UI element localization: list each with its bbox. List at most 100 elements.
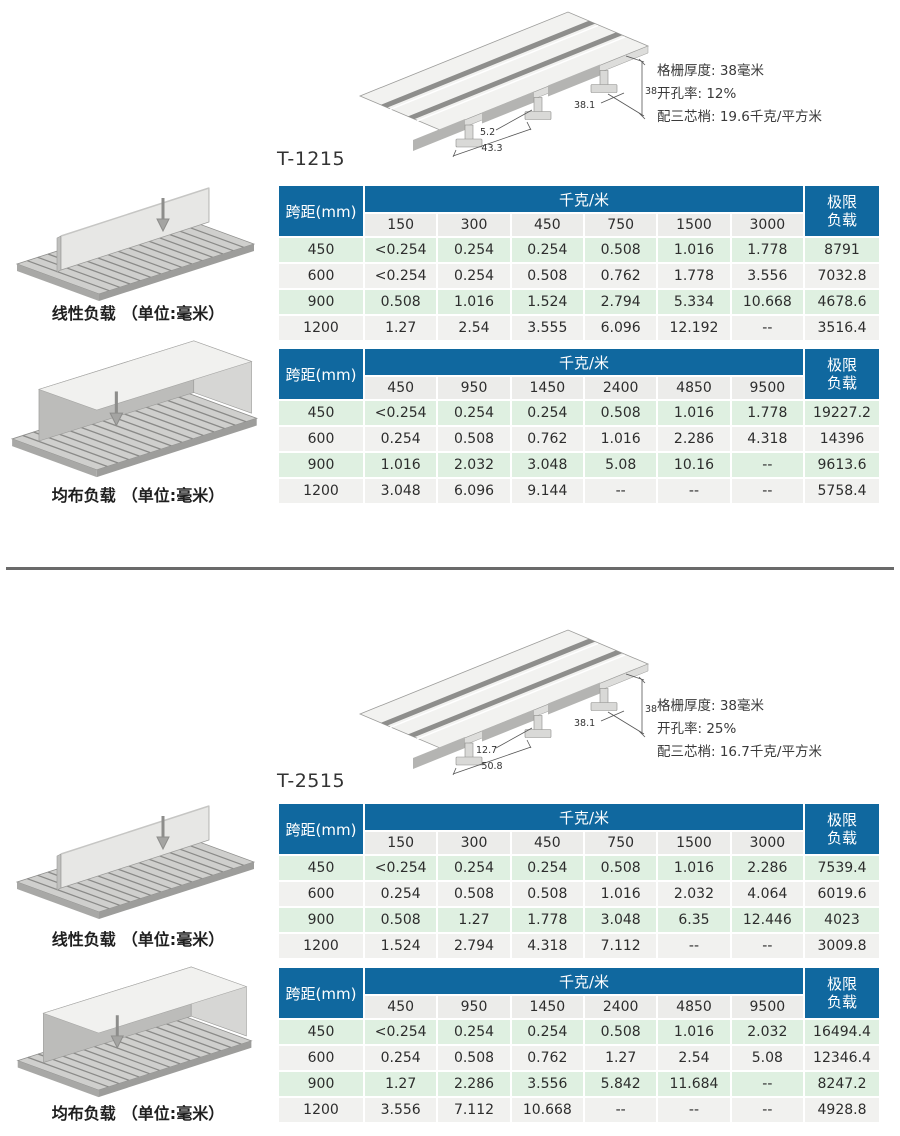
- span-cell: 900: [279, 908, 363, 932]
- table-row: 1200 1.27 2.54 3.555 6.096 12.192 -- 3516.4: [279, 316, 879, 340]
- load-column-header: 2400: [584, 377, 657, 399]
- dim-rib-pitch: 38.1: [574, 100, 595, 111]
- linear-load-illustration: [12, 186, 264, 308]
- load-cell: 1.016: [584, 427, 657, 451]
- span-cell: 450: [279, 856, 363, 880]
- profile-drawing: 5.2 43.3 38.1 38: [356, 4, 661, 166]
- limit-cell: 7539.4: [805, 856, 879, 880]
- linear-load-table: 跨距(mm) 千克/米 极限 负载 150 300 450 750 1500 3000 450 <0.…: [277, 802, 881, 960]
- load-cell: 0.254: [438, 238, 510, 262]
- load-cell: 5.334: [658, 290, 730, 314]
- load-cell: 3.555: [511, 316, 583, 340]
- load-column-header: 950: [438, 377, 510, 399]
- load-cell: 1.016: [658, 856, 730, 880]
- load-column-header: 300: [438, 832, 510, 854]
- limit-cell: 12346.4: [805, 1046, 879, 1070]
- load-cell: 1.27: [584, 1046, 657, 1070]
- uniform-load-label: 均布负载 （单位:毫米）: [2, 482, 274, 506]
- load-cell: <0.254: [365, 856, 437, 880]
- profile-drawing-svg: 12.7 50.8 38.1 38: [359, 629, 657, 776]
- load-cell: --: [731, 479, 803, 503]
- load-cell: 3.048: [584, 908, 657, 932]
- span-cell: 900: [279, 1072, 363, 1096]
- load-cell: 0.254: [438, 1020, 510, 1044]
- uniform-load-svg: [11, 340, 258, 478]
- uniform-load-svg: [17, 966, 253, 1098]
- table-row: 900 0.508 1.016 1.524 2.794 5.334 10.668 4678.6: [279, 290, 879, 314]
- profile-drawing-svg: 5.2 43.3 38.1 38: [359, 11, 657, 158]
- uniform-load-table: 跨距(mm) 千克/米 极限 负载 450 950 1450 2400 4850 9500 450 <…: [277, 347, 881, 505]
- spec-list: 格栅厚度: 38毫米 开孔率: 12% 配三芯梢: 19.6千克/平方米: [657, 60, 822, 129]
- load-cell: 0.508: [438, 1046, 510, 1070]
- load-cell: --: [731, 1072, 803, 1096]
- span-cell: 450: [279, 238, 363, 262]
- load-cell: 4.064: [731, 882, 803, 906]
- load-cell: 0.254: [511, 856, 583, 880]
- load-cell: 0.254: [365, 1046, 437, 1070]
- load-cell: 0.254: [511, 401, 583, 425]
- load-cell: 1.27: [438, 908, 510, 932]
- load-cell: 6.096: [584, 316, 657, 340]
- load-column-header: 300: [438, 214, 510, 236]
- load-column-header: 950: [438, 996, 510, 1018]
- load-cell: 10.668: [511, 1098, 583, 1122]
- limit-load-header: 极限 负载: [805, 968, 879, 1018]
- limit-cell: 6019.6: [805, 882, 879, 906]
- load-cell: 0.508: [365, 290, 437, 314]
- load-cell: --: [731, 934, 803, 958]
- table-row: 900 1.27 2.286 3.556 5.842 11.684 -- 8247.2: [279, 1072, 879, 1096]
- load-cell: --: [658, 479, 730, 503]
- spec-thickness: 格栅厚度: 38毫米: [657, 63, 765, 79]
- load-cell: 2.54: [438, 316, 510, 340]
- span-cell: 600: [279, 1046, 363, 1070]
- load-cell: 6.35: [658, 908, 730, 932]
- table-row: 1200 3.556 7.112 10.668 -- -- -- 4928.8: [279, 1098, 879, 1122]
- span-cell: 450: [279, 1020, 363, 1044]
- load-cell: --: [658, 934, 730, 958]
- span-cell: 600: [279, 882, 363, 906]
- label-unit: （单位:毫米）: [121, 930, 225, 949]
- load-cell: 1.016: [365, 453, 437, 477]
- load-cell: 2.286: [438, 1072, 510, 1096]
- load-cell: 3.048: [511, 453, 583, 477]
- load-cell: 0.254: [438, 856, 510, 880]
- load-column-header: 1500: [658, 214, 730, 236]
- load-cell: 0.508: [584, 401, 657, 425]
- spec-thickness: 格栅厚度: 38毫米: [657, 698, 765, 714]
- load-column-header: 3000: [731, 214, 803, 236]
- load-cell: 2.032: [658, 882, 730, 906]
- load-cell: 2.794: [438, 934, 510, 958]
- uniform-load-label: 均布负载 （单位:毫米）: [2, 1100, 274, 1124]
- load-column-header: 9500: [731, 996, 803, 1018]
- limit-cell: 19227.2: [805, 401, 879, 425]
- load-column-header: 4850: [658, 996, 730, 1018]
- load-cell: 1.524: [365, 934, 437, 958]
- span-cell: 900: [279, 290, 363, 314]
- load-cell: 9.144: [511, 479, 583, 503]
- limit-cell: 4678.6: [805, 290, 879, 314]
- load-cell: 0.254: [438, 264, 510, 288]
- load-cell: 0.762: [511, 427, 583, 451]
- table-row: 600 0.254 0.508 0.508 1.016 2.032 4.064 6019.6: [279, 882, 879, 906]
- load-cell: 11.684: [658, 1072, 730, 1096]
- load-cell: 0.254: [511, 238, 583, 262]
- span-cell: 1200: [279, 1098, 363, 1122]
- table-row: 600 0.254 0.508 0.762 1.27 2.54 5.08 12346.4: [279, 1046, 879, 1070]
- load-cell: 0.508: [365, 908, 437, 932]
- load-cell: --: [731, 1098, 803, 1122]
- limit-cell: 4023: [805, 908, 879, 932]
- label-unit: （单位:毫米）: [121, 1104, 225, 1123]
- spec-weight: 配三芯梢: 16.7千克/平方米: [657, 744, 822, 760]
- load-unit-header: 千克/米: [365, 804, 803, 830]
- load-cell: 1.016: [658, 1020, 730, 1044]
- linear-load-label: 线性负载 （单位:毫米）: [2, 300, 274, 324]
- load-cell: 3.048: [365, 479, 437, 503]
- spec-open-rate: 开孔率: 12%: [657, 86, 737, 102]
- span-cell: 1200: [279, 934, 363, 958]
- linear-load-table: 跨距(mm) 千克/米 极限 负载 150 300 450 750 1500 3000 450 <0.…: [277, 184, 881, 342]
- limit-cell: 3009.8: [805, 934, 879, 958]
- load-cell: 0.254: [511, 1020, 583, 1044]
- span-cell: 900: [279, 453, 363, 477]
- table-row: 600 <0.254 0.254 0.508 0.762 1.778 3.556 7032.8: [279, 264, 879, 288]
- span-column-header: 跨距(mm): [279, 968, 363, 1018]
